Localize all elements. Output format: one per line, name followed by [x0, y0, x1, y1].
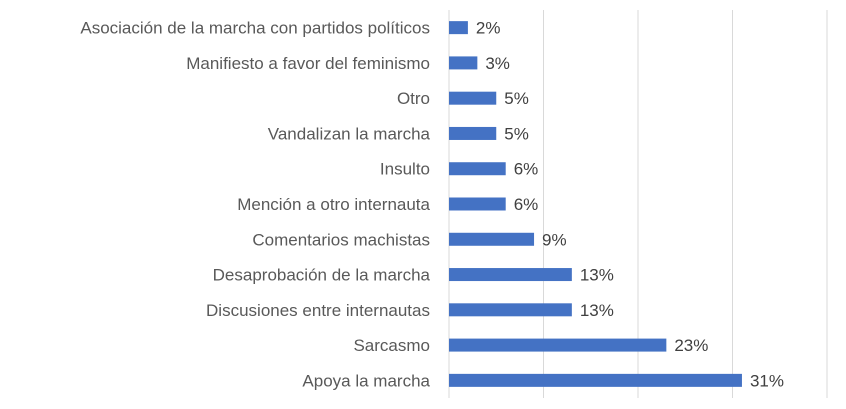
category-label: Manifiesto a favor del feminismo	[186, 54, 430, 73]
category-label: Apoya la marcha	[302, 371, 430, 390]
data-label: 6%	[514, 160, 539, 179]
gridlines	[448, 10, 828, 398]
category-label: Insulto	[380, 160, 430, 179]
category-label: Desaprobación de la marcha	[213, 266, 431, 285]
data-label: 13%	[580, 266, 614, 285]
category-label: Vandalizan la marcha	[268, 124, 431, 143]
data-label: 31%	[750, 371, 784, 390]
data-label: 23%	[674, 336, 708, 355]
category-label: Comentarios machistas	[252, 230, 430, 249]
bar	[449, 162, 506, 176]
data-label: 5%	[504, 124, 529, 143]
data-label: 3%	[485, 54, 510, 73]
data-label: 13%	[580, 301, 614, 320]
category-label: Otro	[397, 89, 430, 108]
data-label: 9%	[542, 230, 567, 249]
data-label: 6%	[514, 195, 539, 214]
bar	[449, 303, 572, 317]
bar	[449, 21, 468, 35]
category-label: Mención a otro internauta	[237, 195, 430, 214]
category-labels: Asociación de la marcha con partidos pol…	[80, 19, 430, 391]
bar	[449, 197, 506, 211]
bars	[449, 21, 742, 387]
category-label: Sarcasmo	[353, 336, 430, 355]
bar	[449, 126, 497, 140]
data-label: 2%	[476, 19, 501, 38]
data-label: 5%	[504, 89, 529, 108]
bar	[449, 373, 742, 387]
value-labels: 2%3%5%5%6%6%9%13%13%23%31%	[476, 19, 784, 391]
bar	[449, 56, 478, 70]
bar	[449, 268, 572, 282]
bar	[449, 91, 497, 105]
bar	[449, 232, 535, 246]
category-label: Asociación de la marcha con partidos pol…	[80, 19, 430, 38]
bar	[449, 338, 667, 352]
category-label: Discusiones entre internautas	[206, 301, 430, 320]
